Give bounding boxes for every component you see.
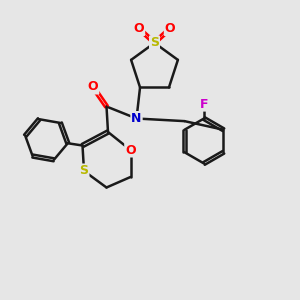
Text: O: O	[125, 143, 136, 157]
Text: O: O	[165, 22, 176, 35]
Text: O: O	[88, 80, 98, 94]
Text: O: O	[134, 22, 144, 35]
Text: N: N	[131, 112, 142, 125]
Text: S: S	[150, 36, 159, 50]
Text: S: S	[80, 164, 88, 178]
Text: F: F	[200, 98, 208, 111]
